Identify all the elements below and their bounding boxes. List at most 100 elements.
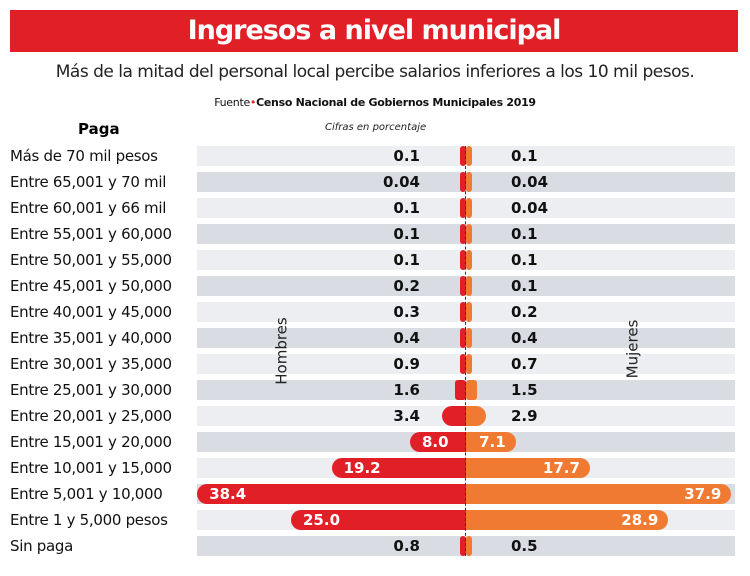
- series-label-mujeres: Mujeres: [623, 319, 642, 379]
- category-label: Entre 65,001 y 70 mil: [10, 173, 167, 191]
- value-label-hombres: 0.3: [393, 303, 420, 321]
- category-label: Entre 15,001 y 20,000: [10, 433, 172, 451]
- chart-row: Entre 10,001 y 15,000 19.2 17.7: [0, 458, 750, 478]
- center-axis-line: [465, 146, 466, 556]
- value-label-hombres: 0.9: [393, 355, 420, 373]
- category-label: Entre 50,001 y 55,000: [10, 251, 172, 269]
- bar-mujeres: [466, 198, 472, 218]
- value-label-mujeres: 1.5: [511, 381, 538, 399]
- value-label-mujeres: 0.5: [511, 537, 538, 555]
- value-label-mujeres: 0.7: [511, 355, 538, 373]
- bar-mujeres: [466, 458, 590, 478]
- bar-mujeres: [466, 432, 516, 452]
- value-label-mujeres: 0.1: [511, 225, 538, 243]
- bar-mujeres: [466, 328, 472, 348]
- source-name: Censo Nacional de Gobiernos Municipales …: [256, 96, 536, 109]
- value-label-mujeres: 0.1: [511, 277, 538, 295]
- value-label-hombres: 0.04: [382, 173, 420, 191]
- bar-hombres: [460, 276, 466, 296]
- units-note: Cifras en porcentaje: [325, 122, 427, 133]
- category-label: Entre 25,001 y 30,000: [10, 381, 172, 399]
- category-label: Entre 45,001 y 50,000: [10, 277, 172, 295]
- value-label-mujeres: 17.7: [542, 459, 580, 477]
- bar-hombres: [460, 302, 466, 322]
- bar-mujeres: [466, 172, 472, 192]
- source-label: Fuente: [214, 96, 250, 109]
- value-label-hombres: 0.1: [393, 225, 420, 243]
- chart-row: Más de 70 mil pesos 0.1 0.1: [0, 146, 750, 166]
- chart-row: Entre 40,001 y 45,000 0.3 0.2: [0, 302, 750, 322]
- category-label: Entre 30,001 y 35,000: [10, 355, 172, 373]
- bar-mujeres: [466, 302, 472, 322]
- bar-hombres: [460, 250, 466, 270]
- chart-row: Entre 60,001 y 66 mil 0.1 0.04: [0, 198, 750, 218]
- bar-hombres: [460, 146, 466, 166]
- value-label-mujeres: 37.9: [684, 485, 722, 503]
- category-label: Sin paga: [10, 537, 73, 555]
- bar-hombres: [291, 510, 466, 530]
- chart-row: Entre 5,001 y 10,000 38.4 37.9: [0, 484, 750, 504]
- category-label: Entre 1 y 5,000 pesos: [10, 511, 168, 529]
- bar-mujeres: [466, 146, 472, 166]
- value-label-hombres: 0.1: [393, 147, 420, 165]
- chart-row: Entre 35,001 y 40,000 0.4 0.4: [0, 328, 750, 348]
- category-label: Entre 60,001 y 66 mil: [10, 199, 167, 217]
- value-label-hombres: 25.0: [303, 511, 341, 529]
- bar-hombres: [460, 224, 466, 244]
- category-label: Entre 40,001 y 45,000: [10, 303, 172, 321]
- value-label-mujeres: 0.04: [511, 173, 549, 191]
- category-label: Entre 55,001 y 60,000: [10, 225, 172, 243]
- chart-row: Entre 25,001 y 30,000 1.6 1.5: [0, 380, 750, 400]
- bar-hombres: [460, 328, 466, 348]
- bar-hombres: [442, 406, 466, 426]
- value-label-mujeres: 28.9: [621, 511, 659, 529]
- bar-hombres: [460, 198, 466, 218]
- bar-mujeres: [466, 354, 472, 374]
- chart-row: Entre 20,001 y 25,000 3.4 2.9: [0, 406, 750, 426]
- bar-mujeres: [466, 406, 487, 426]
- chart-row: Entre 45,001 y 50,000 0.2 0.1: [0, 276, 750, 296]
- category-label: Entre 20,001 y 25,000: [10, 407, 172, 425]
- category-label: Entre 35,001 y 40,000: [10, 329, 172, 347]
- bar-mujeres: [466, 380, 477, 400]
- value-label-mujeres: 0.4: [511, 329, 538, 347]
- value-label-mujeres: 0.1: [511, 147, 538, 165]
- chart-row: Entre 55,001 y 60,000 0.1 0.1: [0, 224, 750, 244]
- value-label-hombres: 8.0: [422, 433, 449, 451]
- bar-hombres: [460, 536, 466, 556]
- value-label-hombres: 0.1: [393, 251, 420, 269]
- chart-title: Ingresos a nivel municipal: [10, 10, 738, 52]
- value-label-mujeres: 0.04: [511, 199, 549, 217]
- bar-hombres: [459, 354, 466, 374]
- bar-mujeres: [466, 510, 669, 530]
- category-label: Entre 10,001 y 15,000: [10, 459, 172, 477]
- bullet-icon: •: [249, 96, 257, 109]
- bar-hombres: [454, 380, 466, 400]
- value-label-mujeres: 0.1: [511, 251, 538, 269]
- bar-hombres: [460, 172, 466, 192]
- chart-row: Entre 30,001 y 35,000 0.9 0.7: [0, 354, 750, 374]
- bar-mujeres: [466, 536, 472, 556]
- category-label: Más de 70 mil pesos: [10, 147, 158, 165]
- value-label-hombres: 0.1: [393, 199, 420, 217]
- bar-mujeres: [466, 484, 732, 504]
- chart-row: Entre 15,001 y 20,000 8.0 7.1: [0, 432, 750, 452]
- source-line: Fuente•Censo Nacional de Gobiernos Munic…: [0, 96, 750, 109]
- value-label-hombres: 0.8: [393, 537, 420, 555]
- series-label-hombres: Hombres: [272, 317, 291, 385]
- bar-mujeres: [466, 224, 472, 244]
- bar-mujeres: [466, 250, 472, 270]
- value-label-mujeres: 0.2: [511, 303, 538, 321]
- value-label-hombres: 0.2: [393, 277, 420, 295]
- value-label-hombres: 1.6: [393, 381, 420, 399]
- category-label: Entre 5,001 y 10,000: [10, 485, 163, 503]
- value-label-mujeres: 2.9: [511, 407, 538, 425]
- bar-hombres: [197, 484, 466, 504]
- bar-hombres: [410, 432, 466, 452]
- chart-row: Sin paga 0.8 0.5: [0, 536, 750, 556]
- value-label-mujeres: 7.1: [479, 433, 506, 451]
- chart-row: Entre 65,001 y 70 mil 0.04 0.04: [0, 172, 750, 192]
- chart-row: Entre 50,001 y 55,000 0.1 0.1: [0, 250, 750, 270]
- value-label-hombres: 38.4: [209, 485, 247, 503]
- chart-subtitle: Más de la mitad del personal local perci…: [55, 62, 695, 82]
